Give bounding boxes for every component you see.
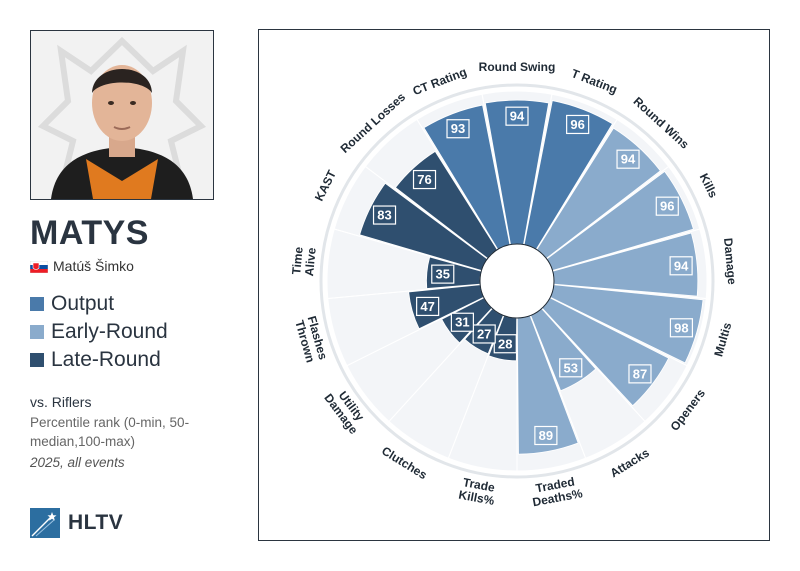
svg-text:31: 31 [455,315,469,330]
player-nickname: MATYS [30,214,149,252]
legend-label: Output [51,292,115,315]
axis-label: TradedDeaths% [529,473,584,509]
value-label: 83 [372,205,397,225]
comparison-group: vs. Riflers [30,394,92,410]
value-label: 35 [431,264,455,284]
player-photo [30,30,214,200]
legend-swatch [30,353,44,367]
svg-text:94: 94 [510,109,525,124]
value-label: 96 [566,114,590,135]
hltv-star-icon [30,508,60,538]
chart-frame: 94 96 94 96 94 98 87 53 89 28 27 31 47 35 83 76 93 Round … [258,29,770,541]
value-label: 31 [450,312,474,332]
legend-item-early-round: Early-Round [30,318,168,346]
brand-name: HLTV [68,511,124,534]
axis-label: Kills [697,171,721,200]
slovakia-flag-icon [29,260,49,274]
legend-item-late-round: Late-Round [30,346,168,374]
svg-text:94: 94 [621,152,636,167]
axis-label: KAST [312,167,339,203]
chart-center [479,243,555,319]
svg-text:96: 96 [570,117,584,132]
value-label: 96 [655,196,679,216]
legend-swatch [30,325,44,339]
value-label: 76 [412,169,437,190]
svg-text:87: 87 [633,366,647,381]
value-label: 27 [472,324,496,344]
player-photo-image [31,31,213,199]
axis-label: TimeAlive [289,245,319,276]
value-label: 94 [505,106,529,126]
svg-text:35: 35 [436,267,450,282]
svg-text:89: 89 [539,428,553,443]
svg-text:94: 94 [674,258,689,273]
value-label: 94 [669,256,693,276]
hltv-logo[interactable]: HLTV [30,508,123,538]
percentile-description: Percentile rank (0-min, 50-median,100-ma… [30,415,190,449]
value-label: 28 [493,334,517,354]
value-label: 47 [416,296,440,317]
legend-label: Early-Round [51,320,168,343]
legend-swatch [30,297,44,311]
value-label: 98 [669,318,694,338]
value-label: 89 [534,425,558,446]
value-label: 87 [628,364,652,384]
value-label: 93 [446,119,470,139]
svg-text:53: 53 [564,360,578,375]
legend-item-output: Output [30,290,168,318]
svg-text:93: 93 [451,121,465,136]
svg-text:27: 27 [477,326,491,341]
svg-text:28: 28 [498,336,512,351]
axis-label: T Rating [569,66,619,96]
svg-text:98: 98 [674,320,688,335]
value-label: 94 [616,149,640,169]
svg-text:96: 96 [660,199,674,214]
polar-chart: 94 96 94 96 94 98 87 53 89 28 27 31 47 35 83 76 93 Round … [289,60,739,509]
legend-label: Late-Round [51,348,161,371]
axis-label: Multis [711,321,734,358]
player-full-name: Matúš Šimko [53,258,134,274]
svg-text:47: 47 [420,299,434,314]
axis-label: Round Swing [479,60,556,74]
player-realname: Matúš Šimko [29,258,134,274]
value-label: 53 [559,358,583,378]
time-period: 2025, all events [30,455,125,470]
axis-label: TradeKills% [457,475,498,508]
svg-text:83: 83 [377,208,391,223]
svg-text:76: 76 [417,172,431,187]
legend: Output Early-Round Late-Round [30,290,168,374]
axis-label: Damage [721,237,739,285]
